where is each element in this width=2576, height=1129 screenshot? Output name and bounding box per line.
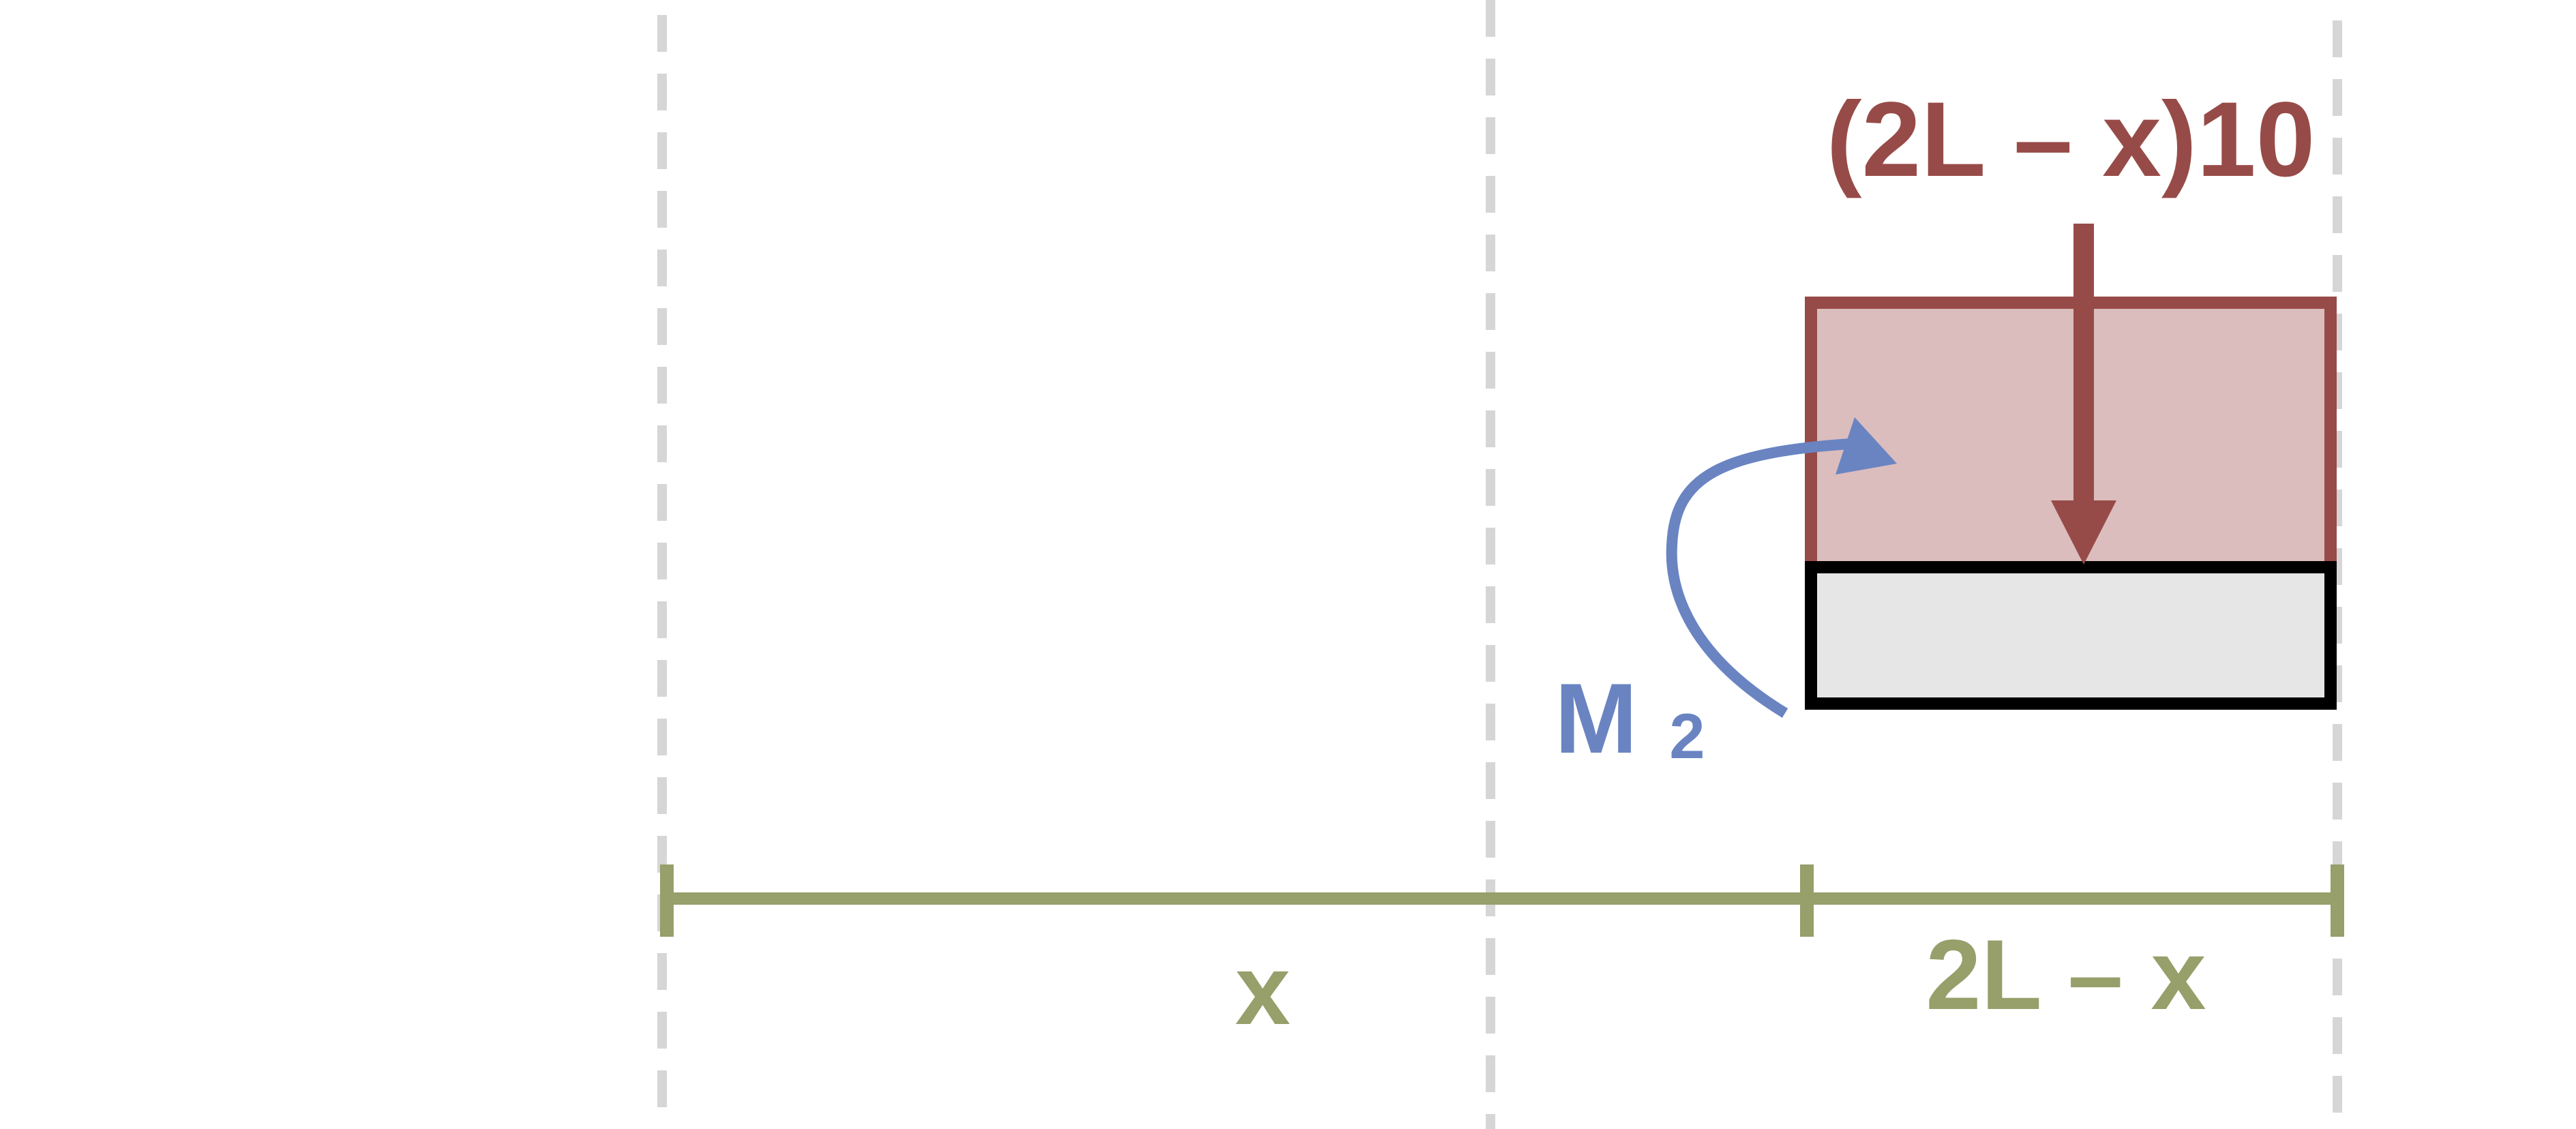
resultant-force-arrow (2051, 224, 2116, 564)
force-arrow-head (2051, 500, 2116, 564)
moment-label-main: M (1555, 663, 1638, 774)
dimension-label-x: x (1235, 934, 1290, 1045)
dimension-line (660, 864, 2344, 937)
moment-arrow (1666, 417, 1897, 718)
moment-arrow-curve (1666, 438, 1862, 718)
moment-label-subscript: 2 (1669, 700, 1705, 772)
load-label: (2L – x)10 (1827, 80, 2316, 199)
dimension-label-2l-minus-x: 2L – x (1926, 919, 2206, 1030)
beam-segment (1805, 561, 2337, 710)
moment-arrow-head (1836, 417, 1897, 475)
moment-label: M 2 (1555, 663, 1705, 774)
